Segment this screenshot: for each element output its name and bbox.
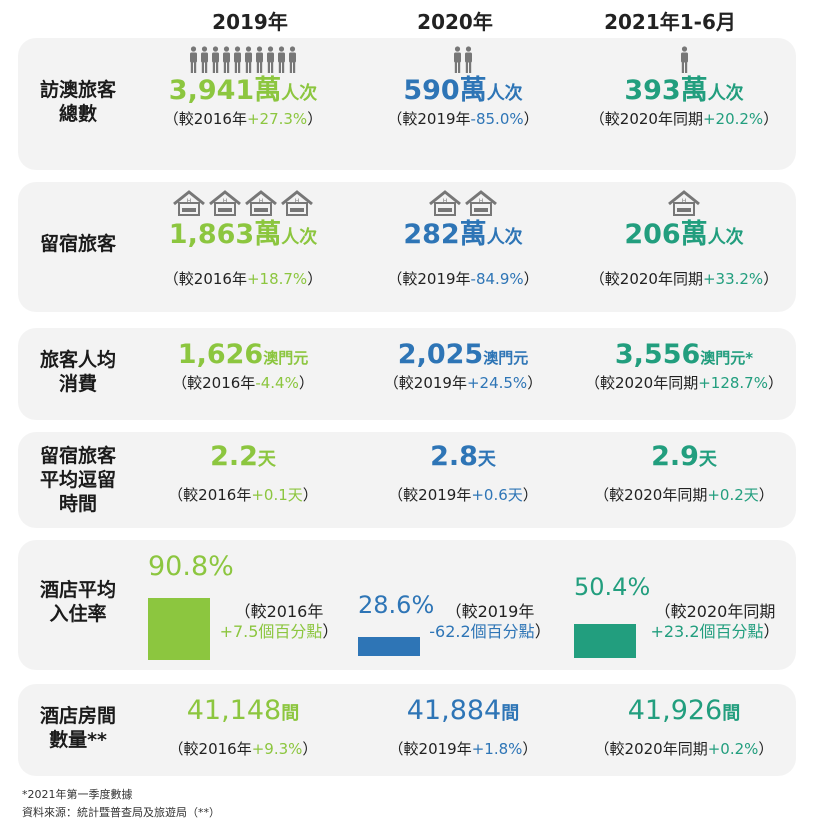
person-icon [464, 46, 473, 76]
person-icon [222, 46, 231, 76]
header-2021: 2021年1-6月 [604, 10, 736, 34]
occupancy-note-2019: （較2016年 +7.5個百分點） [219, 602, 339, 641]
panel-stay: 留宿旅客 平均逗留 時間 2.2天 （較2016年+0.1天） 2.8天 （較201… [18, 432, 796, 528]
person-icon [255, 46, 264, 76]
panel-visitors: 訪澳旅客 總數 3,941萬人次 （較2016年+27.3%） 590萬人次 （較… [18, 38, 796, 170]
occupancy-note-2021: （較2020年同期 +23.2個百分點） [650, 602, 780, 641]
label-spending: 旅客人均 消費 [39, 349, 116, 395]
occupancy-bar-2020 [358, 637, 420, 656]
cell-visitors-2021: 393萬人次 （較2020年同期+20.2%） [574, 46, 794, 129]
label-occupancy: 酒店平均 入住率 [39, 579, 116, 625]
person-icon [453, 46, 462, 76]
svg-text:H: H [187, 198, 192, 205]
cell-rooms-2019: 41,148間 （較2016年+9.3%） [168, 695, 318, 759]
occupancy-value-2019: 90.8% [148, 551, 234, 582]
cell-overnight-2021: H 206萬人次 （較2020年同期+33.2%） [574, 190, 794, 289]
cell-stay-2020: 2.8天 （較2019年+0.6天） [388, 441, 538, 505]
person-icon [211, 46, 220, 76]
panel-occupancy: 酒店平均 入住率 90.8% （較2016年 +7.5個百分點） 28.6% （較… [18, 540, 796, 670]
person-icon [277, 46, 286, 76]
occupancy-bar-2019 [148, 598, 210, 660]
svg-text:H: H [479, 198, 484, 205]
person-icon [233, 46, 242, 76]
label-stay: 留宿旅客 平均逗留 時間 [39, 445, 116, 515]
person-icons-2020 [353, 46, 573, 76]
hotel-icon: H [464, 190, 498, 220]
hotel-icon: H [172, 190, 206, 220]
svg-text:H: H [443, 198, 448, 205]
hotel-icon: H [244, 190, 278, 220]
person-icons-2021 [574, 46, 794, 76]
hotel-icon: H [428, 190, 462, 220]
cell-stay-2019: 2.2天 （較2016年+0.1天） [168, 441, 318, 505]
footnote-q1: *2021年第一季度數據 [22, 788, 133, 801]
cell-rooms-2020: 41,884間 （較2019年+1.8%） [388, 695, 538, 759]
occupancy-value-2020: 28.6% [358, 591, 435, 619]
cell-visitors-2019: 3,941萬人次 （較2016年+27.3%） [133, 46, 353, 129]
panel-spending: 旅客人均 消費 1,626澳門元 （較2016年-4.4%） 2,025澳門元 （… [18, 328, 796, 420]
footnote-source: 資料來源：統計暨普查局及旅遊局（**） [22, 806, 220, 819]
cell-visitors-2020: 590萬人次 （較2019年-85.0%） [353, 46, 573, 129]
cell-spending-2021: 3,556澳門元* （較2020年同期+128.7%） [585, 339, 783, 393]
svg-text:H: H [682, 198, 687, 205]
hotel-icon: H [208, 190, 242, 220]
cell-spending-2020: 2,025澳門元 （較2019年+24.5%） [383, 339, 543, 393]
person-icon [680, 46, 689, 76]
label-overnight: 留宿旅客 [39, 233, 116, 255]
svg-text:H: H [259, 198, 264, 205]
panel-rooms: 酒店房間 數量** 41,148間 （較2016年+9.3%） 41,884間 （… [18, 684, 796, 776]
person-icon [288, 46, 297, 76]
cell-stay-2021: 2.9天 （較2020年同期+0.2天） [594, 441, 774, 505]
header-2020: 2020年 [417, 10, 493, 34]
person-icon [200, 46, 209, 76]
person-icon [266, 46, 275, 76]
occupancy-note-2020: （較2019年 -62.2個百分點） [429, 602, 551, 641]
cell-rooms-2021: 41,926間 （較2020年同期+0.2%） [594, 695, 774, 759]
person-icons-2019 [133, 46, 353, 76]
occupancy-value-2021: 50.4% [574, 573, 651, 601]
svg-text:H: H [223, 198, 228, 205]
occupancy-bar-2021 [574, 624, 636, 658]
person-icon [244, 46, 253, 76]
hotel-icon: H [280, 190, 314, 220]
person-icon [189, 46, 198, 76]
svg-text:H: H [295, 198, 300, 205]
hotel-icons-2021: H [574, 190, 794, 220]
header-2019: 2019年 [212, 10, 288, 34]
label-rooms: 酒店房間 數量** [39, 705, 116, 751]
cell-spending-2019: 1,626澳門元 （較2016年-4.4%） [172, 339, 314, 393]
hotel-icon: H [667, 190, 701, 220]
label-visitors: 訪澳旅客 總數 [39, 79, 116, 125]
